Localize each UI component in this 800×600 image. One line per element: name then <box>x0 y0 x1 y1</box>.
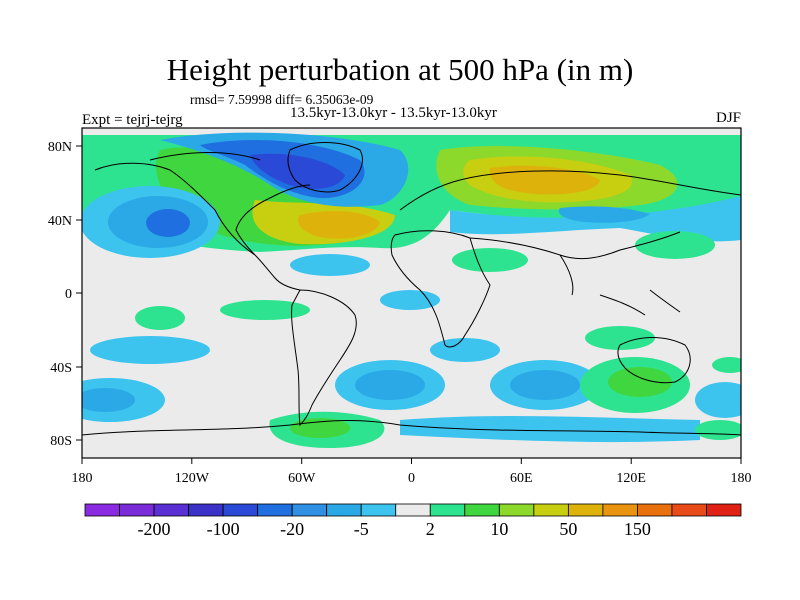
npac-east-green <box>635 231 715 259</box>
colorbar-label: -5 <box>354 519 369 539</box>
lat-tick-label: 80S <box>50 434 72 449</box>
lat-tick-label: 40N <box>48 214 72 229</box>
so-pac-low-inner <box>82 388 135 412</box>
coast-south-america <box>291 289 357 427</box>
antarctic-blue-band <box>400 415 700 443</box>
colorbar-swatch <box>119 503 155 517</box>
eurasia-neg-core <box>558 206 650 223</box>
so-ind-low-inner <box>510 370 580 400</box>
tropic-atl-green <box>220 300 310 320</box>
tropic-atl-blue <box>380 290 440 310</box>
so-epac-green <box>712 357 741 373</box>
lat-tick-label: 40S <box>50 361 72 376</box>
colorbar-swatch <box>671 503 707 517</box>
colorbar-swatch <box>360 503 397 517</box>
atlantic-orange <box>298 210 380 239</box>
lat-tick-label: 0 <box>65 287 72 302</box>
period-label: 13.5kyr-13.0kyr - 13.5kyr-13.0kyr <box>290 105 497 121</box>
experiment-label: Expt = tejrj-tejrg <box>82 112 183 128</box>
tropic-ind-blue <box>430 338 500 362</box>
plot-title: Height perturbation at 500 hPa (in m) <box>166 52 634 87</box>
colorbar-label: 10 <box>490 519 508 539</box>
colorbar-label: -100 <box>207 519 240 539</box>
colorbar-swatch <box>326 503 362 517</box>
spac-blue <box>90 336 210 364</box>
tropic-pac-green <box>135 306 185 330</box>
colorbar-label: -200 <box>138 519 171 539</box>
coast-eurasia <box>399 170 741 296</box>
colorbar <box>84 503 742 517</box>
coast-se-asia <box>599 289 681 316</box>
antarctic-east-green <box>695 420 741 440</box>
colorbar-label: -20 <box>280 519 304 539</box>
subtrop-atl-blue <box>290 254 370 276</box>
coast-north-america <box>94 152 311 291</box>
colorbar-swatch <box>464 503 500 517</box>
colorbar-labels: -200 -100 -20 -5 2 10 50 150 <box>138 519 651 539</box>
colorbar-swatch <box>602 503 638 517</box>
so-epac-low <box>695 382 741 418</box>
lon-tick-label: 180 <box>72 471 93 486</box>
lat-tick-label: 80N <box>48 140 72 155</box>
coast-antarctica <box>82 419 741 436</box>
colorbar-swatch <box>567 503 604 517</box>
lon-tick-label: 120W <box>175 471 210 486</box>
colorbar-swatch <box>498 503 535 517</box>
lon-tick-label: 0 <box>408 471 415 486</box>
colorbar-label: 50 <box>559 519 577 539</box>
colorbar-label: 2 <box>426 519 435 539</box>
coastlines <box>82 142 741 436</box>
colorbar-swatch <box>706 503 742 517</box>
npac-low-inner <box>146 209 190 237</box>
arctic-core <box>250 153 345 189</box>
colorbar-label: 150 <box>624 519 651 539</box>
contour-fill-layer <box>82 132 741 448</box>
colorbar-swatch <box>84 503 120 517</box>
colorbar-swatch <box>395 503 431 517</box>
lon-tick-label: 120E <box>616 471 646 486</box>
stats-label: rmsd= 7.59998 diff= 6.35063e-09 <box>190 92 374 107</box>
colorbar-swatch <box>291 503 328 517</box>
eurasia-orange <box>489 165 600 195</box>
subtrop-afr-green <box>452 248 528 272</box>
lon-tick-label: 60E <box>510 471 533 486</box>
lon-tick-label: 180 <box>731 471 752 486</box>
so-ind-high-inner <box>608 367 672 397</box>
colorbar-swatch <box>222 503 259 517</box>
season-label: DJF <box>715 110 741 126</box>
lon-tick-label: 60W <box>288 471 316 486</box>
so-atl-low-inner <box>355 370 425 400</box>
colorbar-swatch <box>533 503 569 517</box>
colorbar-swatch <box>257 503 293 517</box>
axis-ticks <box>76 145 742 464</box>
colorbar-swatch <box>429 503 466 517</box>
colorbar-swatch <box>637 503 673 517</box>
colorbar-swatch <box>153 503 189 517</box>
colorbar-swatch <box>188 503 224 517</box>
coast-greenland <box>287 142 363 193</box>
wpac-green <box>585 326 655 350</box>
coast-australia <box>617 337 691 384</box>
